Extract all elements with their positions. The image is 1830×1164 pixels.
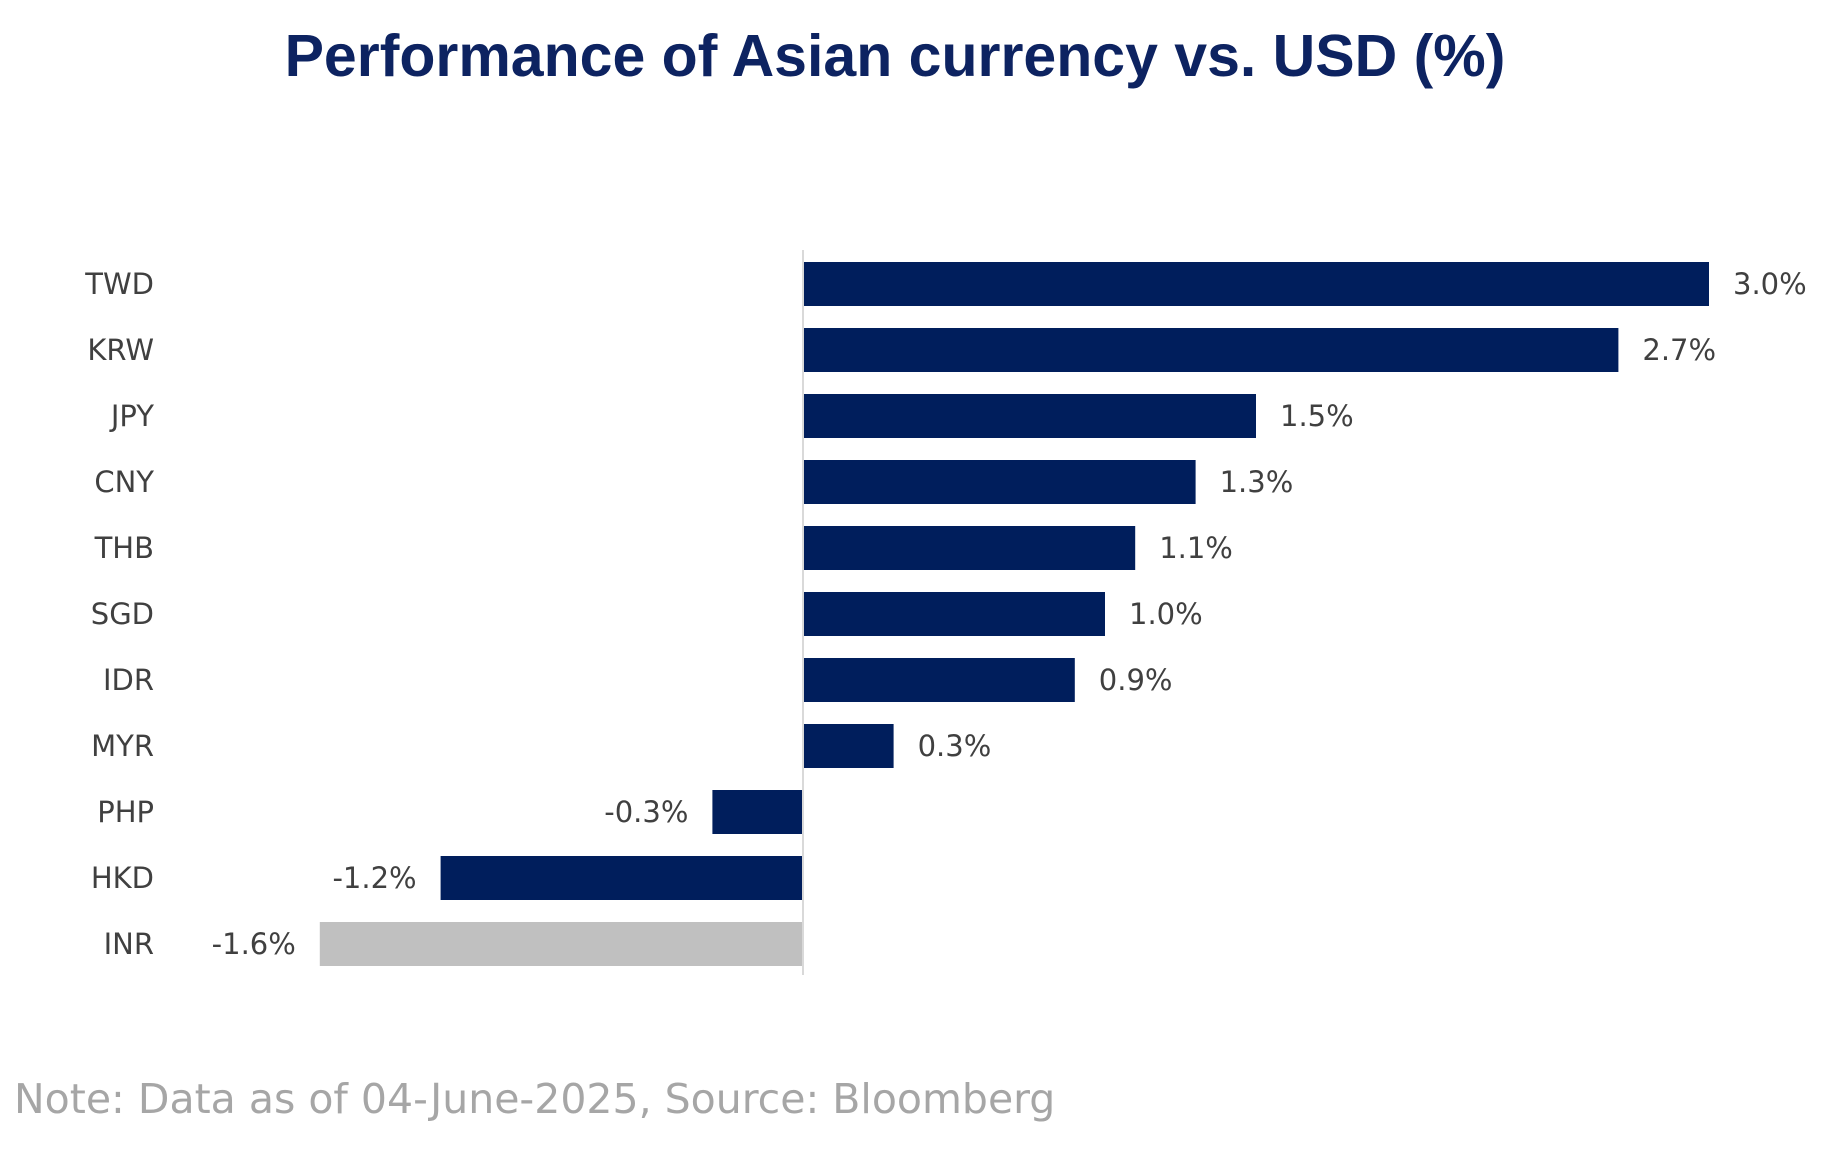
value-label: -0.3%: [604, 795, 688, 829]
value-label: 1.3%: [1220, 465, 1294, 499]
category-label: PHP: [97, 795, 154, 829]
footnote: Note: Data as of 04-June-2025, Source: B…: [14, 1075, 1056, 1123]
bar-inr: [319, 922, 803, 966]
value-label: 3.0%: [1733, 267, 1807, 301]
value-label: 1.1%: [1159, 531, 1233, 565]
chart-title: Performance of Asian currency vs. USD (%…: [284, 23, 1506, 89]
bar-thb: [803, 526, 1136, 570]
category-label: SGD: [91, 597, 154, 631]
bar-chart: TWD 3.0% KRW 2.7% JPY 1.5% CNY 1.3% THB 1.1% SGD 1.…: [84, 250, 1807, 975]
value-label: 1.5%: [1280, 399, 1354, 433]
bar-sgd: [803, 592, 1105, 636]
bar-krw: [803, 328, 1619, 372]
category-label: MYR: [91, 729, 154, 763]
value-label: -1.6%: [212, 927, 296, 961]
bar-php: [712, 790, 803, 834]
bar-hkd: [440, 856, 803, 900]
category-label: HKD: [91, 861, 154, 895]
category-label: IDR: [103, 663, 154, 697]
value-label: -1.2%: [332, 861, 416, 895]
bar-jpy: [803, 394, 1256, 438]
bar-myr: [803, 724, 894, 768]
value-label: 0.9%: [1099, 663, 1173, 697]
category-label: KRW: [87, 333, 154, 367]
bar-twd: [803, 262, 1709, 306]
value-label: 2.7%: [1642, 333, 1716, 367]
category-label: JPY: [109, 399, 154, 433]
bar-cny: [803, 460, 1196, 504]
labels-layer: TWD 3.0% KRW 2.7% JPY 1.5% CNY 1.3% THB 1.1% SGD 1.…: [84, 267, 1806, 961]
category-label: TWD: [84, 267, 154, 301]
category-label: INR: [104, 927, 154, 961]
category-label: THB: [94, 531, 154, 565]
value-label: 0.3%: [918, 729, 992, 763]
category-label: CNY: [94, 465, 154, 499]
value-label: 1.0%: [1129, 597, 1203, 631]
bar-idr: [803, 658, 1075, 702]
bars-layer: [319, 262, 1709, 966]
